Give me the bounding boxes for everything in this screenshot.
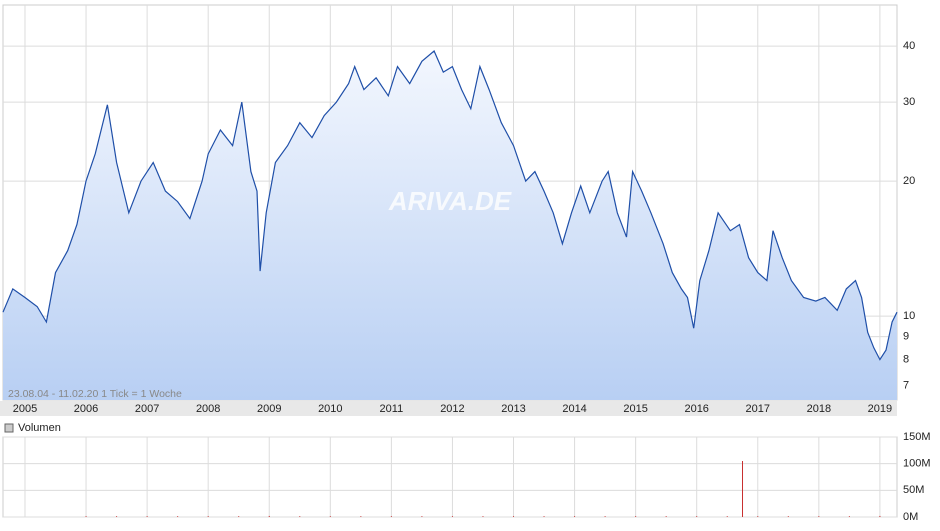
volume-tick-label: 150M	[903, 431, 931, 443]
volume-panel	[2, 436, 898, 518]
x-tick-label: 2015	[623, 403, 647, 415]
volume-bar	[574, 516, 576, 517]
volume-bar	[238, 516, 240, 517]
volume-bar	[268, 515, 270, 517]
x-tick-label: 2014	[562, 403, 586, 415]
volume-bar	[146, 516, 148, 517]
x-tick-label: 2007	[135, 403, 159, 415]
volume-bar	[604, 516, 606, 517]
volume-bar	[879, 515, 881, 517]
volume-bar	[421, 516, 423, 517]
volume-bar	[329, 516, 331, 517]
volume-bar	[757, 516, 759, 517]
volume-bar	[513, 516, 515, 517]
x-tick-label: 2019	[868, 403, 892, 415]
x-tick-label: 2009	[257, 403, 281, 415]
x-tick-label: 2008	[196, 403, 220, 415]
annotation: 23.08.04 - 11.02.20 1 Tick = 1 Woche	[8, 388, 182, 400]
x-axis-band	[0, 401, 897, 416]
volume-tick-label: 0M	[903, 511, 918, 523]
volume-bar	[635, 516, 637, 517]
y-tick-label: 8	[903, 353, 909, 365]
volume-bar	[787, 516, 789, 517]
volume-bar	[848, 516, 850, 517]
volume-bar	[360, 516, 362, 517]
volume-bar	[543, 516, 545, 517]
watermark: ARIVA.DE	[388, 186, 512, 216]
volume-bar	[742, 461, 744, 517]
volume-bar	[207, 516, 209, 517]
y-tick-label: 7	[903, 379, 909, 391]
x-tick-label: 2013	[501, 403, 525, 415]
volume-bar	[665, 516, 667, 517]
volume-bar	[177, 516, 179, 517]
volume-bar	[726, 516, 728, 517]
x-tick-label: 2011	[380, 403, 404, 415]
y-tick-label: 30	[903, 96, 915, 108]
volume-bar	[299, 516, 301, 517]
y-tick-label: 20	[903, 175, 915, 187]
volume-bar	[696, 516, 698, 517]
volume-bar	[818, 516, 820, 517]
x-tick-label: 2018	[807, 403, 831, 415]
volume-tick-label: 100M	[903, 458, 931, 470]
x-tick-label: 2005	[13, 403, 37, 415]
volume-bar	[116, 516, 118, 517]
y-tick-label: 9	[903, 331, 909, 343]
x-tick-label: 2010	[318, 403, 342, 415]
volume-tick-label: 50M	[903, 484, 924, 496]
y-tick-label: 40	[903, 40, 915, 52]
x-tick-label: 2016	[684, 403, 708, 415]
legend-label: Volumen	[18, 422, 61, 434]
x-tick-label: 2012	[440, 403, 464, 415]
volume-bar	[390, 516, 392, 517]
price-line	[2, 50, 898, 361]
x-tick-label: 2017	[746, 403, 770, 415]
volume-bar	[85, 516, 87, 517]
legend-swatch	[4, 423, 14, 433]
y-tick-label: 10	[903, 310, 915, 322]
volume-bar	[482, 516, 484, 517]
volume-bar	[451, 516, 453, 517]
x-tick-label: 2006	[74, 403, 98, 415]
